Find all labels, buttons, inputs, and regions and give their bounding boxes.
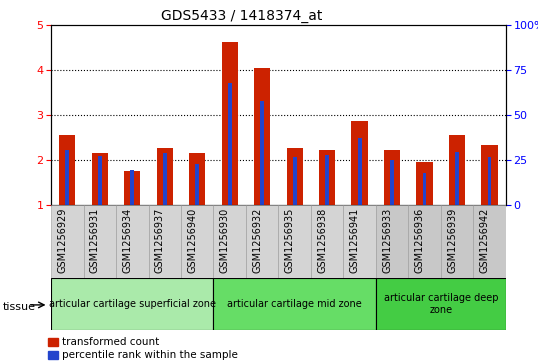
Bar (181, 205, 214, 278)
Bar (51, 278, 214, 330)
Text: articular cartilage deep
zone: articular cartilage deep zone (384, 293, 498, 315)
Bar (157, 148, 173, 205)
Bar (246, 205, 278, 278)
Bar (416, 162, 433, 205)
Bar (254, 68, 270, 205)
Bar (66, 150, 69, 205)
Text: GSM1256929: GSM1256929 (58, 207, 67, 273)
Bar (279, 205, 311, 278)
Bar (195, 164, 199, 205)
Bar (124, 171, 140, 205)
Text: articular cartilage superficial zone: articular cartilage superficial zone (49, 299, 216, 309)
Bar (189, 154, 206, 205)
Bar (59, 135, 75, 205)
Bar (222, 42, 238, 205)
Text: GSM1256936: GSM1256936 (415, 207, 424, 273)
Text: tissue: tissue (3, 302, 36, 312)
Bar (473, 205, 506, 278)
Bar (287, 148, 303, 205)
Bar (228, 83, 232, 205)
Text: GSM1256932: GSM1256932 (252, 207, 262, 273)
Bar (163, 154, 167, 205)
Text: GDS5433 / 1418374_at: GDS5433 / 1418374_at (161, 9, 323, 23)
Bar (343, 205, 376, 278)
Text: GSM1256941: GSM1256941 (350, 207, 359, 273)
Bar (98, 156, 102, 205)
Text: GSM1256930: GSM1256930 (220, 207, 230, 273)
Bar (441, 205, 473, 278)
Bar (311, 205, 343, 278)
Bar (130, 170, 134, 205)
Bar (116, 205, 148, 278)
Text: GSM1256934: GSM1256934 (122, 207, 132, 273)
Text: GSM1256938: GSM1256938 (317, 207, 327, 273)
Bar (214, 205, 246, 278)
Bar (390, 160, 394, 205)
Bar (91, 154, 108, 205)
Bar (293, 156, 296, 205)
Text: GSM1256935: GSM1256935 (285, 207, 295, 273)
Text: GSM1256931: GSM1256931 (90, 207, 100, 273)
Bar (422, 173, 427, 205)
Bar (148, 205, 181, 278)
Bar (455, 152, 459, 205)
Bar (51, 205, 83, 278)
Bar (487, 156, 491, 205)
Bar (384, 150, 400, 205)
Text: GSM1256940: GSM1256940 (187, 207, 197, 273)
Text: GSM1256933: GSM1256933 (382, 207, 392, 273)
Bar (358, 138, 362, 205)
Bar (482, 145, 498, 205)
Bar (260, 101, 264, 205)
Text: GSM1256939: GSM1256939 (447, 207, 457, 273)
Bar (214, 278, 376, 330)
Legend: transformed count, percentile rank within the sample: transformed count, percentile rank withi… (48, 337, 238, 360)
Bar (376, 278, 506, 330)
Text: GSM1256942: GSM1256942 (479, 207, 490, 273)
Text: GSM1256937: GSM1256937 (155, 207, 165, 273)
Bar (376, 205, 408, 278)
Bar (408, 205, 441, 278)
Bar (319, 150, 335, 205)
Bar (351, 121, 367, 205)
Bar (83, 205, 116, 278)
Text: articular cartilage mid zone: articular cartilage mid zone (227, 299, 362, 309)
Bar (449, 135, 465, 205)
Bar (325, 155, 329, 205)
